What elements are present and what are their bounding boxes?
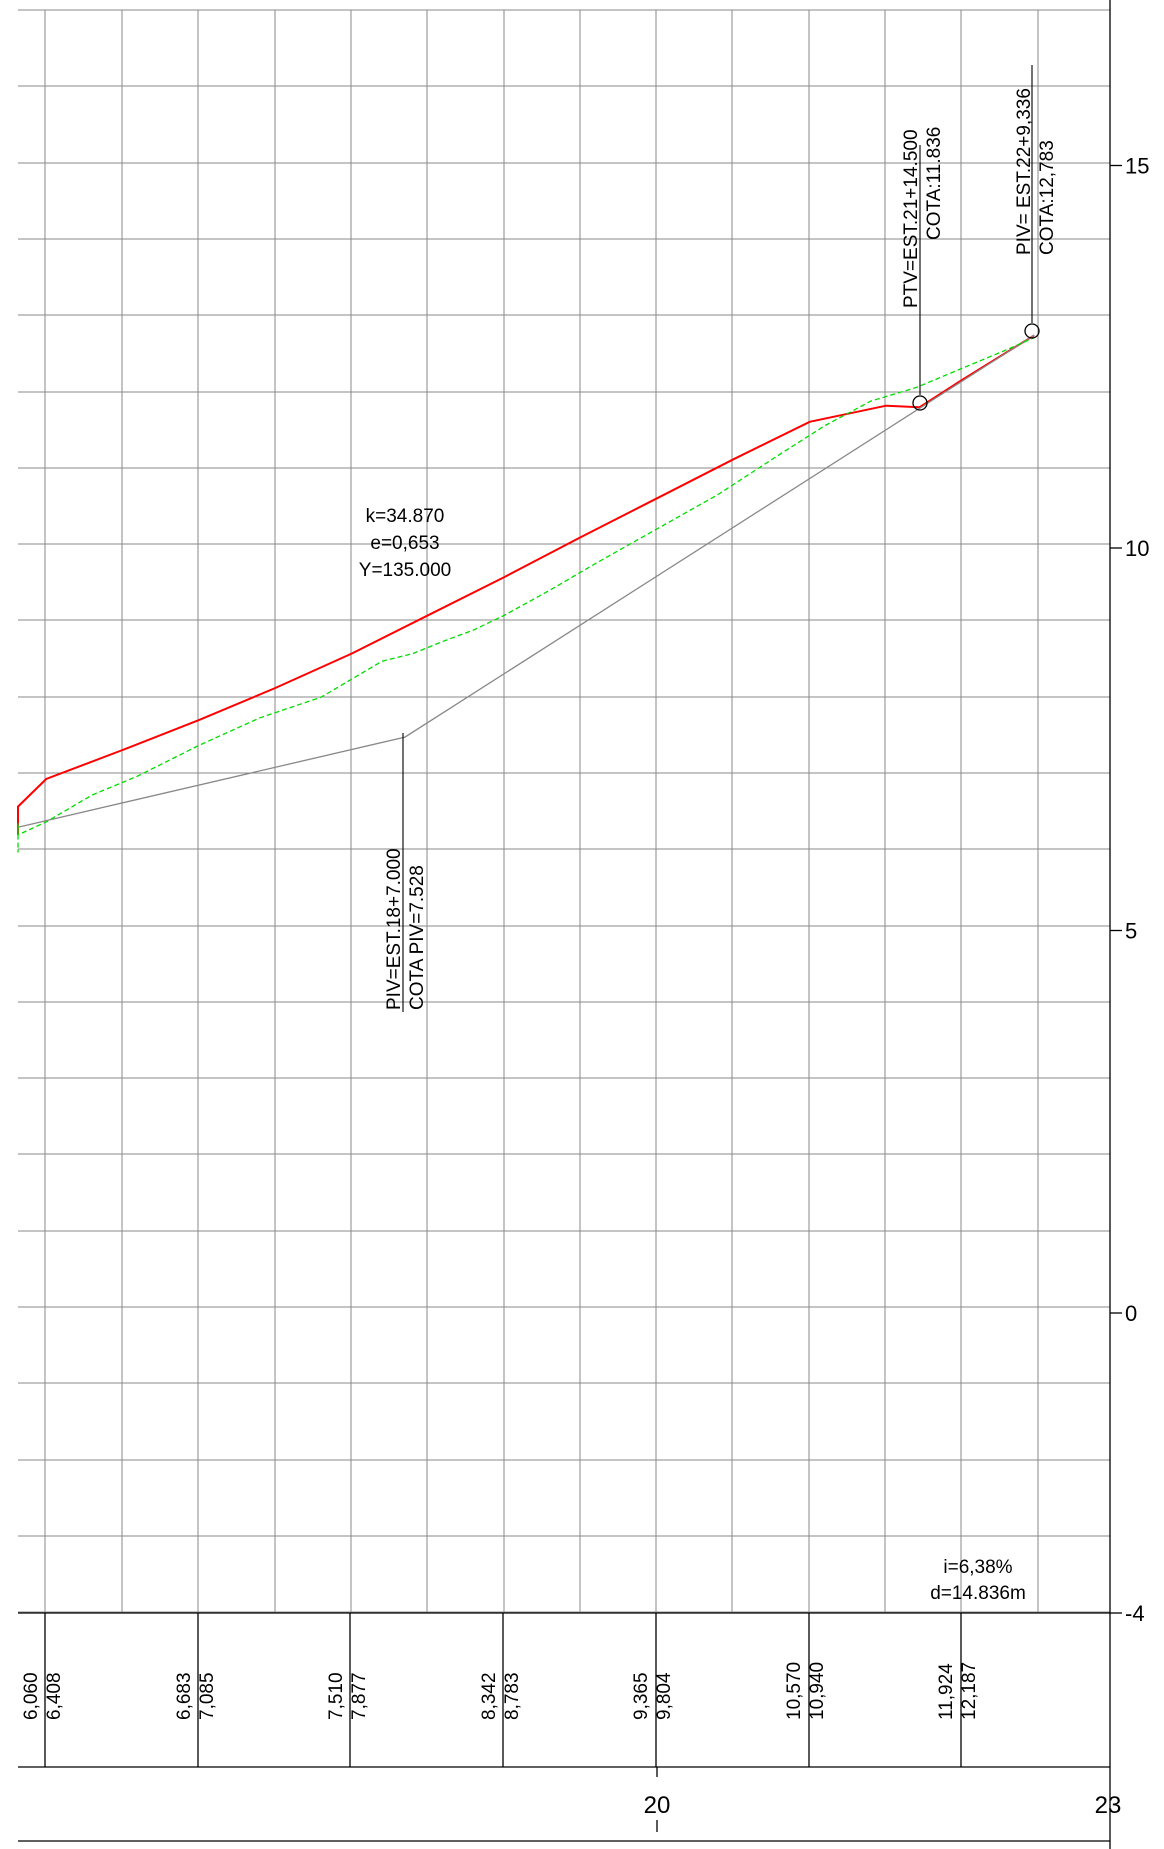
piv-end-elevation-label: COTA:12,783: [1037, 140, 1058, 255]
band-elevation-value: 7,877: [349, 1672, 370, 1720]
band-elevation-value: 8,342: [479, 1672, 500, 1720]
band-elevation-value: 7,510: [326, 1672, 347, 1720]
ptv-marker: [912, 395, 928, 411]
tangent-grade-line: [17, 334, 1035, 828]
band-elevation-value: 9,365: [631, 1672, 652, 1720]
band-elevation-value: 6,408: [44, 1672, 65, 1720]
piv-mid-station-label: PIV=EST.18+7.000: [384, 848, 405, 1010]
station-axis: 20 23: [644, 1767, 1122, 1832]
piv-mid-elevation-label: COTA PIV=7.528: [407, 865, 428, 1010]
elevation-axis: 15 10 5 0 -4: [1110, 154, 1149, 1626]
station-tick-label: 20: [644, 1792, 671, 1819]
elevation-tick-label: -4: [1125, 1601, 1145, 1626]
grid: [18, 9, 1110, 1613]
band-elevation-value: 10,940: [807, 1662, 828, 1720]
ptv-station-label: PTV=EST.21+14.500: [901, 129, 922, 308]
band-elevation-value: 7,085: [197, 1672, 218, 1720]
finished-grade-curve: [17, 334, 1035, 835]
band-elevation-value: 11,924: [936, 1663, 957, 1720]
profile-series: [17, 334, 1035, 853]
band-elevation-value: 10,570: [784, 1662, 805, 1720]
ptv-elevation-label: COTA:11.836: [924, 127, 945, 240]
band-elevation-value: 8,783: [502, 1672, 523, 1720]
elevation-tick-label: 15: [1125, 154, 1149, 179]
curve-k-label: k=34.870: [366, 506, 445, 527]
elevation-tick-label: 10: [1125, 536, 1149, 561]
elevation-band: 6,060 6,408 6,683 7,085 7,510 7,877 8,342 8,783…: [21, 1613, 980, 1767]
curve-y-label: Y=135.000: [359, 560, 451, 581]
elevation-tick-label: 5: [1125, 919, 1137, 944]
band-elevation-value: 9,804: [654, 1672, 675, 1720]
curve-e-label: e=0,653: [370, 533, 439, 554]
piv-end-station-label: PIV= EST.22+9,336: [1014, 88, 1035, 255]
elevation-tick-label: 0: [1125, 1301, 1137, 1326]
piv-end-marker: [1024, 323, 1040, 339]
band-elevation-value: 6,060: [21, 1672, 42, 1720]
grade-distance-label: d=14.836m: [930, 1583, 1026, 1604]
band-elevation-value: 6,683: [174, 1672, 195, 1720]
grade-slope-label: i=6,38%: [943, 1557, 1012, 1578]
band-elevation-value: 12,187: [959, 1662, 980, 1720]
station-tick-label: 23: [1095, 1792, 1122, 1819]
existing-ground-line: [17, 337, 1035, 853]
